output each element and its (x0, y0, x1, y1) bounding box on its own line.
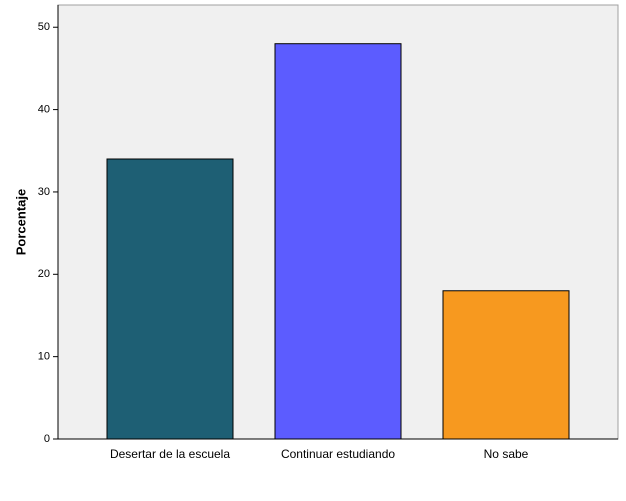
y-tick-label: 50 (38, 21, 50, 33)
y-tick-label: 30 (38, 186, 50, 198)
bar (442, 290, 570, 440)
y-tick-label: 10 (38, 351, 50, 363)
y-tick-label: 20 (38, 268, 50, 280)
x-tick-label: No sabe (484, 447, 529, 461)
bar (106, 158, 234, 440)
y-tick-label: 0 (44, 433, 50, 445)
y-tick-label: 40 (38, 103, 50, 115)
x-tick-label: Continuar estudiando (281, 447, 395, 461)
y-axis-title: Porcentaje (13, 189, 28, 255)
bar (274, 43, 402, 440)
x-tick-label: Desertar de la escuela (110, 447, 230, 461)
